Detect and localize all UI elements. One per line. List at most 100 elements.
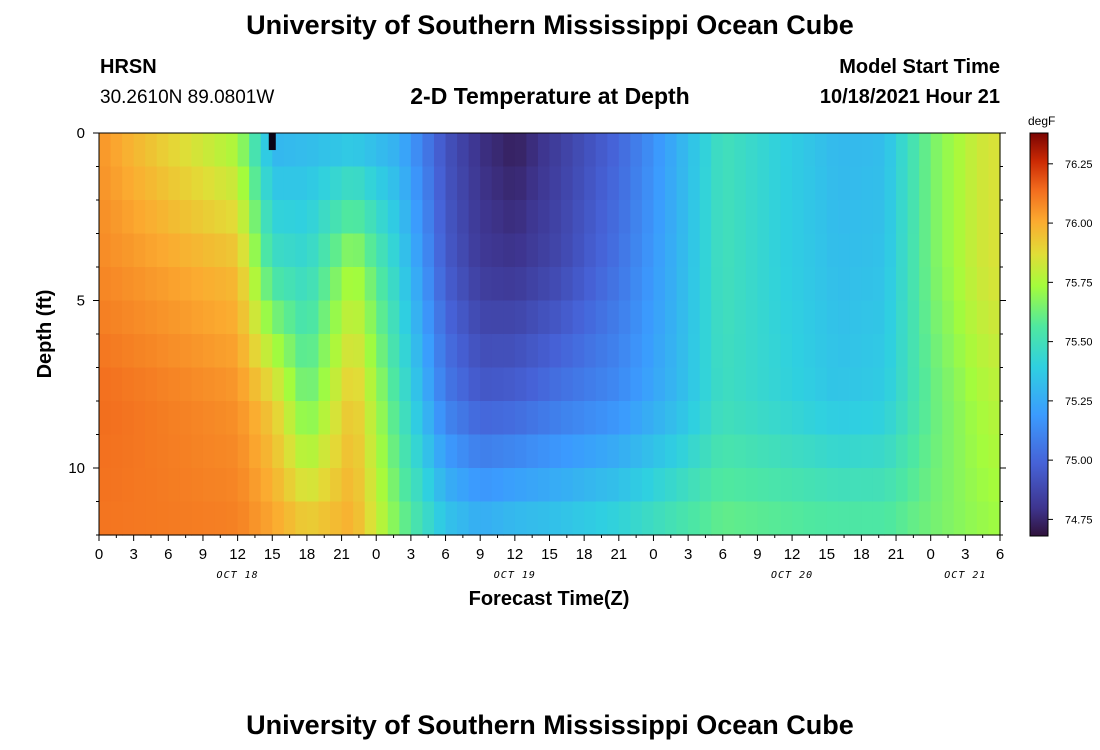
heatmap-cell xyxy=(792,367,805,402)
heatmap-cell xyxy=(988,468,1001,503)
heatmap-cell xyxy=(306,300,320,335)
heatmap-cell xyxy=(607,468,620,503)
heatmap-cell xyxy=(145,267,158,302)
heatmap-cell xyxy=(514,401,527,436)
heatmap-cell xyxy=(399,233,412,268)
heatmap-cell xyxy=(595,267,608,302)
heatmap-cell xyxy=(122,133,135,168)
heatmap-cell xyxy=(526,401,539,436)
heatmap-cell xyxy=(514,300,527,335)
heatmap-cell xyxy=(884,166,897,201)
heatmap-cell xyxy=(953,267,966,302)
heatmap-cell xyxy=(896,133,909,168)
heatmap-cell xyxy=(422,401,435,436)
heatmap-cell xyxy=(122,468,135,503)
heatmap-cell xyxy=(618,334,631,369)
heatmap-cell xyxy=(849,300,862,335)
heatmap-cell xyxy=(457,401,470,436)
heatmap-cell xyxy=(803,133,816,168)
heatmap-cell xyxy=(930,367,943,402)
heatmap-cell xyxy=(376,401,389,436)
heatmap-cell xyxy=(457,267,470,302)
heatmap-cell xyxy=(653,334,666,369)
heatmap-cell xyxy=(919,501,932,536)
heatmap-cell xyxy=(156,434,169,469)
heatmap-cell xyxy=(561,166,574,201)
heatmap-cell xyxy=(572,501,585,536)
heatmap-cell xyxy=(422,300,435,335)
heatmap-cell xyxy=(295,501,308,536)
heatmap-cell xyxy=(168,133,181,168)
heatmap-cell xyxy=(792,401,805,436)
heatmap-cell xyxy=(757,468,770,503)
heatmap-cell xyxy=(226,166,239,201)
heatmap-cell xyxy=(260,468,273,503)
heatmap-cell xyxy=(272,501,285,536)
heatmap-cell xyxy=(584,166,597,201)
colorbar-tick-label: 75.50 xyxy=(1065,337,1093,349)
heatmap-cell xyxy=(676,133,689,168)
heatmap-cell xyxy=(792,434,805,469)
heatmap-cell xyxy=(919,233,932,268)
heatmap-cell xyxy=(272,401,285,436)
heatmap-cell xyxy=(260,334,273,369)
heatmap-cell xyxy=(537,501,551,536)
heatmap-cell xyxy=(919,468,932,503)
heatmap-cell xyxy=(768,200,782,235)
heatmap-cell xyxy=(595,200,608,235)
heatmap-cell xyxy=(676,233,689,268)
heatmap-cell xyxy=(191,300,204,335)
heatmap-cell xyxy=(988,267,1001,302)
heatmap-cell xyxy=(595,434,608,469)
heatmap-cell xyxy=(618,166,631,201)
heatmap-cell xyxy=(780,133,793,168)
heatmap-cell xyxy=(364,401,377,436)
heatmap-cell xyxy=(514,434,527,469)
heatmap-cell xyxy=(480,200,493,235)
heatmap-cell xyxy=(306,233,320,268)
heatmap-cell xyxy=(433,367,447,402)
heatmap-cell xyxy=(711,468,724,503)
heatmap-cell xyxy=(641,434,655,469)
heatmap-cell xyxy=(942,401,955,436)
heatmap-cell xyxy=(399,200,412,235)
heatmap-cell xyxy=(757,133,770,168)
heatmap-cell xyxy=(272,200,285,235)
heatmap-cell xyxy=(399,367,412,402)
heatmap-cell xyxy=(734,267,747,302)
heatmap-cell xyxy=(953,200,966,235)
heatmap-cell xyxy=(168,501,181,536)
heatmap-cell xyxy=(491,233,504,268)
heatmap-cell xyxy=(503,233,516,268)
heatmap-cell xyxy=(145,200,158,235)
heatmap-cell xyxy=(318,401,331,436)
heatmap-cell xyxy=(653,300,666,335)
heatmap-cell xyxy=(630,501,643,536)
heatmap-cell xyxy=(665,267,678,302)
heatmap-cell xyxy=(699,267,712,302)
heatmap-cell xyxy=(353,401,366,436)
heatmap-cell xyxy=(445,334,458,369)
heatmap-cell xyxy=(665,367,678,402)
colorbar-tick-label: 75.75 xyxy=(1065,277,1093,289)
heatmap-cell xyxy=(330,300,343,335)
heatmap-cell xyxy=(618,468,631,503)
heatmap-cell xyxy=(572,200,585,235)
heatmap-cell xyxy=(665,334,678,369)
heatmap-cell xyxy=(295,367,308,402)
heatmap-cell xyxy=(353,367,366,402)
heatmap-cell xyxy=(572,166,585,201)
heatmap-cell xyxy=(249,267,262,302)
heatmap-cell xyxy=(214,300,227,335)
heatmap-cell xyxy=(826,501,839,536)
heatmap-cell xyxy=(122,367,135,402)
heatmap-cell xyxy=(387,434,400,469)
heatmap-cell xyxy=(399,501,412,536)
heatmap-cell xyxy=(99,501,112,536)
heatmap-cell xyxy=(179,267,193,302)
heatmap-cell xyxy=(133,166,146,201)
x-tick-label: 15 xyxy=(264,546,281,563)
heatmap-cell xyxy=(618,267,631,302)
heatmap-cell xyxy=(433,501,447,536)
heatmap-cell xyxy=(491,501,504,536)
